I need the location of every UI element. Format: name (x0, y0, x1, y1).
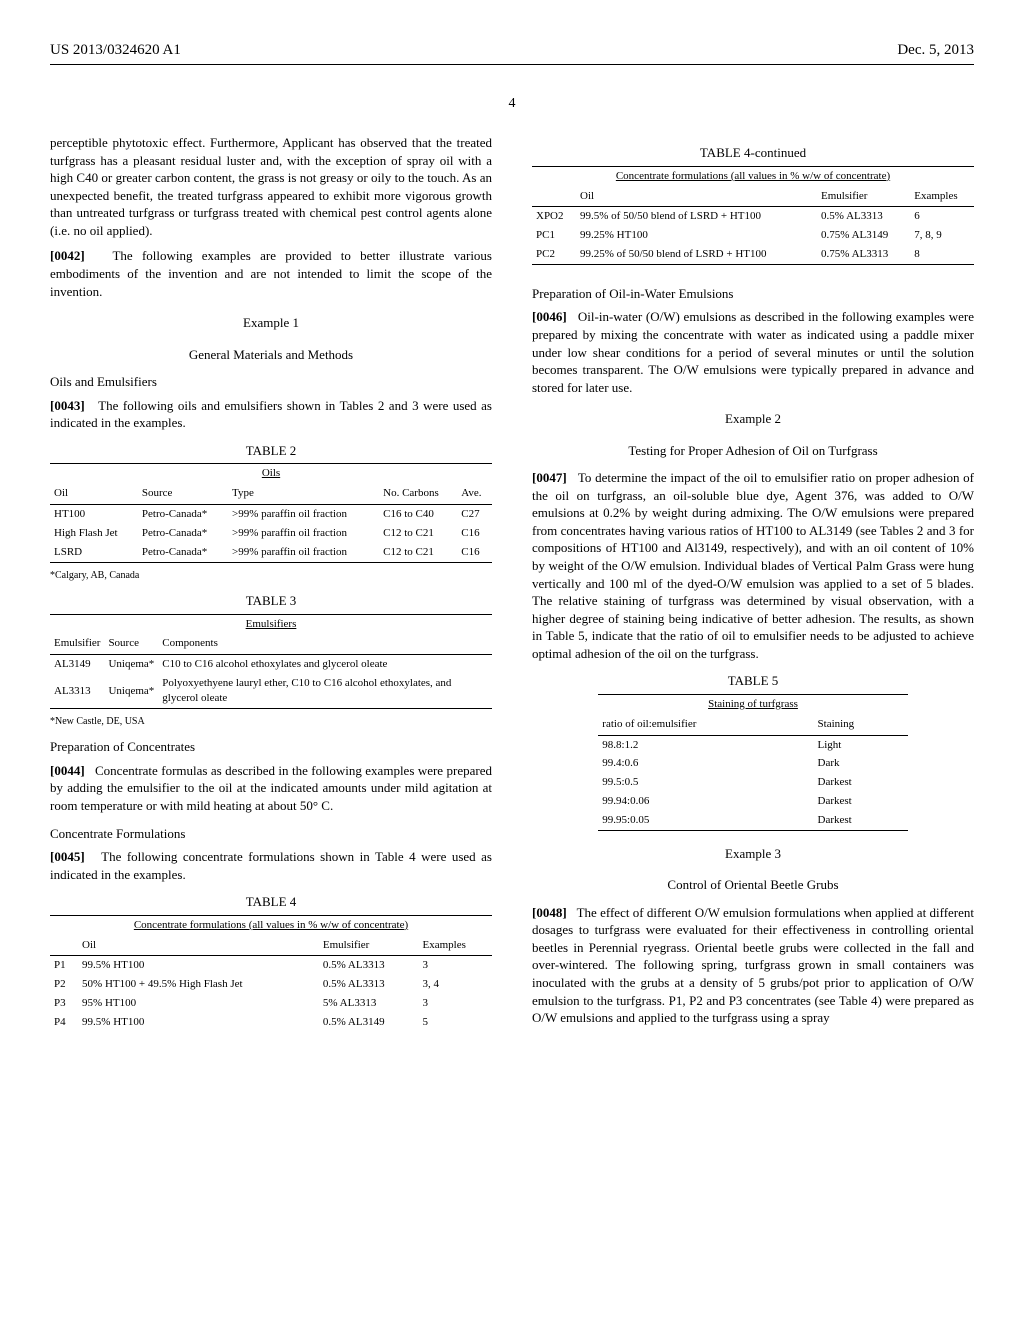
example-subheading: Testing for Proper Adhesion of Oil on Tu… (532, 442, 974, 460)
paragraph: [0045] The following concentrate formula… (50, 848, 492, 883)
table-caption: TABLE 2 (50, 442, 492, 460)
table-subcaption: Concentrate formulations (all values in … (532, 166, 974, 185)
page-header: US 2013/0324620 A1 Dec. 5, 2013 (50, 40, 974, 65)
para-number: [0043] (50, 398, 85, 413)
subsection-heading: Concentrate Formulations (50, 825, 492, 843)
col-header: Source (138, 483, 228, 504)
para-number: [0046] (532, 309, 567, 324)
left-column: perceptible phytotoxic effect. Furthermo… (50, 134, 492, 1038)
example-subheading: General Materials and Methods (50, 346, 492, 364)
publication-date: Dec. 5, 2013 (897, 40, 974, 60)
para-number: [0048] (532, 905, 567, 920)
para-text: Concentrate formulas as described in the… (50, 763, 492, 813)
table-caption: TABLE 3 (50, 592, 492, 610)
example-subheading: Control of Oriental Beetle Grubs (532, 876, 974, 894)
table-footnote: *New Castle, DE, USA (50, 715, 492, 729)
publication-number: US 2013/0324620 A1 (50, 40, 181, 60)
table-row: PC199.25% HT1000.75% AL31497, 8, 9 (532, 226, 974, 245)
para-text: The effect of different O/W emulsion for… (532, 905, 974, 1025)
table-5: Staining of turfgrass ratio of oil:emuls… (598, 694, 907, 831)
table-subcaption: Staining of turfgrass (598, 694, 907, 713)
table-caption: TABLE 5 (532, 672, 974, 690)
example-heading: Example 3 (532, 845, 974, 863)
table-4: Concentrate formulations (all values in … (50, 915, 492, 1032)
example-heading: Example 1 (50, 314, 492, 332)
para-text: The following concentrate formulations s… (50, 849, 492, 882)
table-row: P250% HT100 + 49.5% High Flash Jet0.5% A… (50, 975, 492, 994)
table-3: Emulsifiers Emulsifier Source Components… (50, 614, 492, 709)
paragraph: [0043] The following oils and emulsifier… (50, 397, 492, 432)
table-4-continued: Concentrate formulations (all values in … (532, 166, 974, 265)
paragraph: [0048] The effect of different O/W emuls… (532, 904, 974, 1027)
col-header: Type (228, 483, 379, 504)
para-text: The following examples are provided to b… (50, 248, 492, 298)
para-number: [0044] (50, 763, 85, 778)
table-row: LSRDPetro-Canada*>99% paraffin oil fract… (50, 543, 492, 562)
col-header: No. Carbons (379, 483, 457, 504)
table-row: XPO299.5% of 50/50 blend of LSRD + HT100… (532, 207, 974, 226)
para-text: The following oils and emulsifiers shown… (50, 398, 492, 431)
col-header (50, 935, 78, 956)
para-text: Oil-in-water (O/W) emulsions as describe… (532, 309, 974, 394)
table-row: P499.5% HT1000.5% AL31495 (50, 1013, 492, 1032)
subsection-heading: Preparation of Concentrates (50, 738, 492, 756)
col-header: ratio of oil:emulsifier (598, 714, 813, 735)
table-footnote: *Calgary, AB, Canada (50, 569, 492, 583)
table-row: 98.8:1.2Light (598, 735, 907, 754)
col-header: Emulsifier (817, 186, 910, 207)
col-header: Oil (576, 186, 817, 207)
paragraph: [0046] Oil-in-water (O/W) emulsions as d… (532, 308, 974, 396)
table-subcaption: Concentrate formulations (all values in … (50, 915, 492, 934)
paragraph: [0044] Concentrate formulas as described… (50, 762, 492, 815)
table-2: Oils Oil Source Type No. Carbons Ave. HT… (50, 463, 492, 562)
col-header: Components (158, 633, 492, 654)
subsection-heading: Preparation of Oil-in-Water Emulsions (532, 285, 974, 303)
col-header: Emulsifier (319, 935, 419, 956)
para-text: To determine the impact of the oil to em… (532, 470, 974, 660)
table-row: High Flash JetPetro-Canada*>99% paraffin… (50, 524, 492, 543)
two-column-layout: perceptible phytotoxic effect. Furthermo… (50, 134, 974, 1038)
table-row: 99.4:0.6Dark (598, 754, 907, 773)
col-header: Staining (814, 714, 908, 735)
col-header: Oil (50, 483, 138, 504)
table-row: AL3149Uniqema*C10 to C16 alcohol ethoxyl… (50, 655, 492, 674)
para-number: [0047] (532, 470, 567, 485)
table-row: PC299.25% of 50/50 blend of LSRD + HT100… (532, 245, 974, 264)
table-row: 99.94:0.06Darkest (598, 792, 907, 811)
table-row: P395% HT1005% AL33133 (50, 994, 492, 1013)
table-row: 99.5:0.5Darkest (598, 773, 907, 792)
col-header: Emulsifier (50, 633, 104, 654)
table-row: HT100Petro-Canada*>99% paraffin oil frac… (50, 505, 492, 524)
table-caption: TABLE 4 (50, 893, 492, 911)
page-number: 4 (50, 95, 974, 114)
col-header: Source (104, 633, 158, 654)
example-heading: Example 2 (532, 410, 974, 428)
para-number: [0042] (50, 248, 85, 263)
para-number: [0045] (50, 849, 85, 864)
table-row: AL3313Uniqema*Polyoxyethyene lauryl ethe… (50, 674, 492, 708)
col-header: Ave. (457, 483, 492, 504)
col-header (532, 186, 576, 207)
col-header: Oil (78, 935, 319, 956)
table-row: 99.95:0.05Darkest (598, 811, 907, 830)
col-header: Examples (910, 186, 974, 207)
table-caption: TABLE 4-continued (532, 144, 974, 162)
paragraph: perceptible phytotoxic effect. Furthermo… (50, 134, 492, 239)
paragraph: [0047] To determine the impact of the oi… (532, 469, 974, 662)
subsection-heading: Oils and Emulsifiers (50, 373, 492, 391)
table-subcaption: Emulsifiers (50, 614, 492, 633)
paragraph: [0042] The following examples are provid… (50, 247, 492, 300)
table-subcaption: Oils (50, 464, 492, 483)
right-column: TABLE 4-continued Concentrate formulatio… (532, 134, 974, 1038)
table-row: P199.5% HT1000.5% AL33133 (50, 956, 492, 975)
col-header: Examples (419, 935, 492, 956)
